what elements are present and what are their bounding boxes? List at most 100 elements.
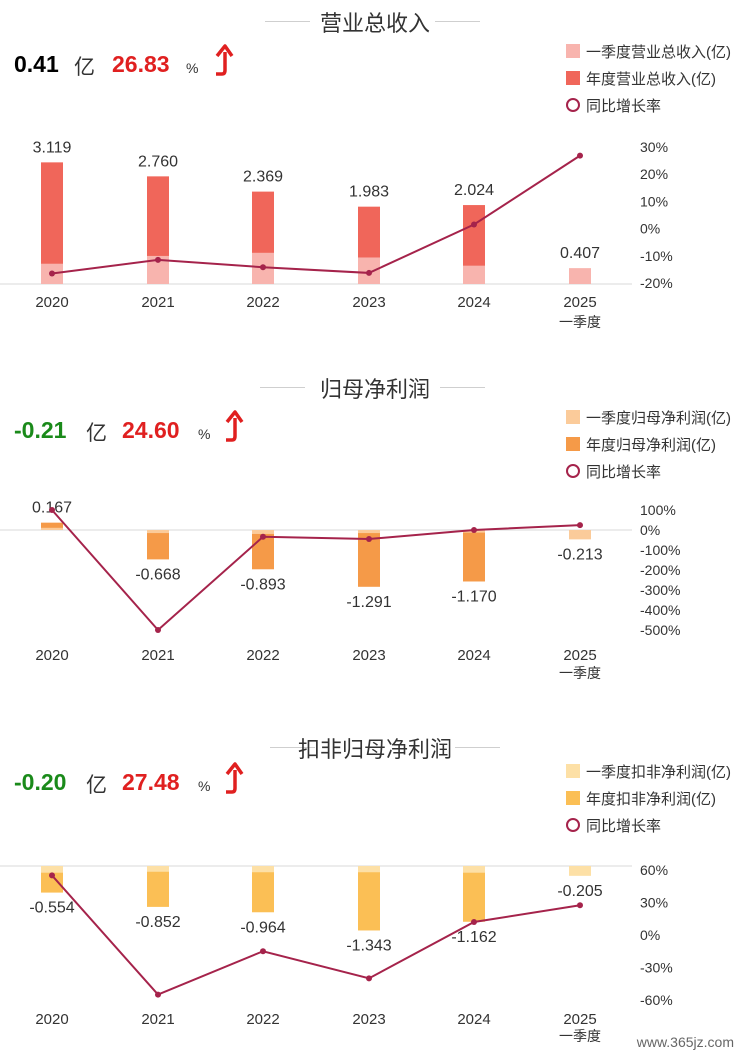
growth-line [51,874,581,996]
x-tick-label: 2020 [35,294,68,311]
data-label: 3.119 [33,139,72,156]
q1-bar [41,527,63,530]
kpi-pct: % [186,60,199,76]
data-label: -0.893 [240,576,285,593]
x-tick-label: 2021 [141,647,174,664]
legend-item-growth[interactable]: 同比增长率 [566,94,750,116]
legend-item-growth[interactable]: 同比增长率 [566,814,750,836]
legend-item-annual[interactable]: 年度归母净利润(亿) [566,433,750,455]
annual-bar [463,866,485,922]
title-divider-left [270,747,315,748]
q1-bar [358,866,380,873]
revenue-panel: 营业总收入 0.41 亿 26.83 % 一季度营业总收入(亿) 年度营业总收入… [0,0,750,350]
legend-swatch-annual [566,71,580,85]
y-right-tick-label: 10% [640,193,668,209]
revenue-chart: 3.119 2020 2.760 2021 2.369 2022 1.983 2023 2.02… [0,139,673,330]
q1-bar [147,866,169,872]
x-tick-label: 2024 [457,294,490,311]
kpi-growth: 26.83 [112,51,170,77]
x-tick-label: 2020 [35,647,68,664]
growth-point [471,527,477,533]
data-label: 1.983 [349,184,389,201]
q1-bar [358,530,380,534]
x-tick-label: 2022 [246,647,279,664]
up-arrow-icon [220,410,244,449]
title-divider-right [435,21,480,22]
revenue-title: 营业总收入 [319,11,430,36]
q1-bar [147,530,169,534]
growth-point [260,264,266,271]
legend-swatch-annual [566,791,580,805]
legend-swatch-annual [566,437,580,451]
growth-point [49,872,55,879]
legend-item-q1[interactable]: 一季度营业总收入(亿) [566,40,750,62]
growth-point [366,536,372,542]
legend-circle-growth [566,464,580,478]
legend-circle-growth [566,98,580,112]
growth-point [577,902,583,909]
x-tick-label: 2022 [246,1011,279,1028]
x-tick-label: 2025 [563,1011,596,1028]
annual-bar [252,530,274,570]
legend-label: 一季度营业总收入(亿) [586,44,731,61]
growth-point [155,256,161,263]
x-tick-label: 2024 [457,647,490,664]
annual-bar [463,205,485,284]
up-arrow-icon [220,762,244,801]
x-tick-label: 2023 [352,647,385,664]
growth-point [49,270,55,277]
x-tick-label: 2022 [246,294,279,311]
data-label: -0.213 [557,546,602,563]
up-arrow-icon [210,44,234,83]
y-right-tick-label: -300% [640,582,680,598]
legend-item-annual[interactable]: 年度营业总收入(亿) [566,67,750,89]
y-right-tick-label: 0% [640,927,660,943]
data-label: -1.170 [451,588,496,605]
x-tick-label: 2023 [352,294,385,311]
data-label: -0.554 [29,900,74,917]
legend-swatch-q1 [566,764,580,778]
legend-item-annual[interactable]: 年度扣非净利润(亿) [566,787,750,809]
legend-label: 同比增长率 [586,818,662,835]
growth-point [155,627,161,633]
y-right-tick-label: -60% [640,992,673,1008]
annual-bar [147,530,169,560]
growth-point [577,152,583,159]
q1-bar [252,530,274,534]
growth-line [51,509,581,632]
q1-bar [463,866,485,873]
x-tick-label: 2025 [563,647,596,664]
y-right-tick-label: -200% [640,562,680,578]
legend-label: 同比增长率 [586,98,662,115]
deducted-profit-chart: -0.554 2020 -0.852 2021 -0.964 2022 -1.343 2023… [0,862,673,1044]
x-tick-sublabel: 一季度 [559,665,601,681]
data-label: 2.024 [454,182,494,199]
data-label: 2.760 [138,153,178,170]
legend-label: 同比增长率 [586,464,662,481]
title-divider-right [440,387,485,388]
legend-item-q1[interactable]: 一季度扣非净利润(亿) [566,760,750,782]
annual-bar [41,522,63,530]
q1-bar [569,268,591,284]
net-profit-chart: 0.1672020-0.6682021-0.8932022-1.2912023-… [0,500,680,681]
annual-bar [463,530,485,582]
growth-point [49,507,55,513]
legend-label: 一季度扣非净利润(亿) [586,764,731,781]
y-right-tick-label: -10% [640,248,673,264]
data-label: -0.852 [135,914,180,931]
legend-label: 一季度归母净利润(亿) [586,410,731,427]
data-label: -0.205 [557,883,602,900]
growth-point [366,975,372,982]
watermark-text: www.365jz.com [630,1032,740,1052]
x-tick-label: 2021 [141,294,174,311]
annual-bar [147,866,169,907]
legend-item-growth[interactable]: 同比增长率 [566,460,750,482]
y-right-tick-label: -500% [640,622,680,638]
legend-circle-growth [566,818,580,832]
data-label: -1.291 [346,594,391,611]
legend-label: 年度扣非净利润(亿) [586,791,716,808]
legend-item-q1[interactable]: 一季度归母净利润(亿) [566,406,750,428]
growth-point [260,948,266,955]
kpi-unit: 亿 [86,774,107,797]
q1-bar [252,866,274,873]
